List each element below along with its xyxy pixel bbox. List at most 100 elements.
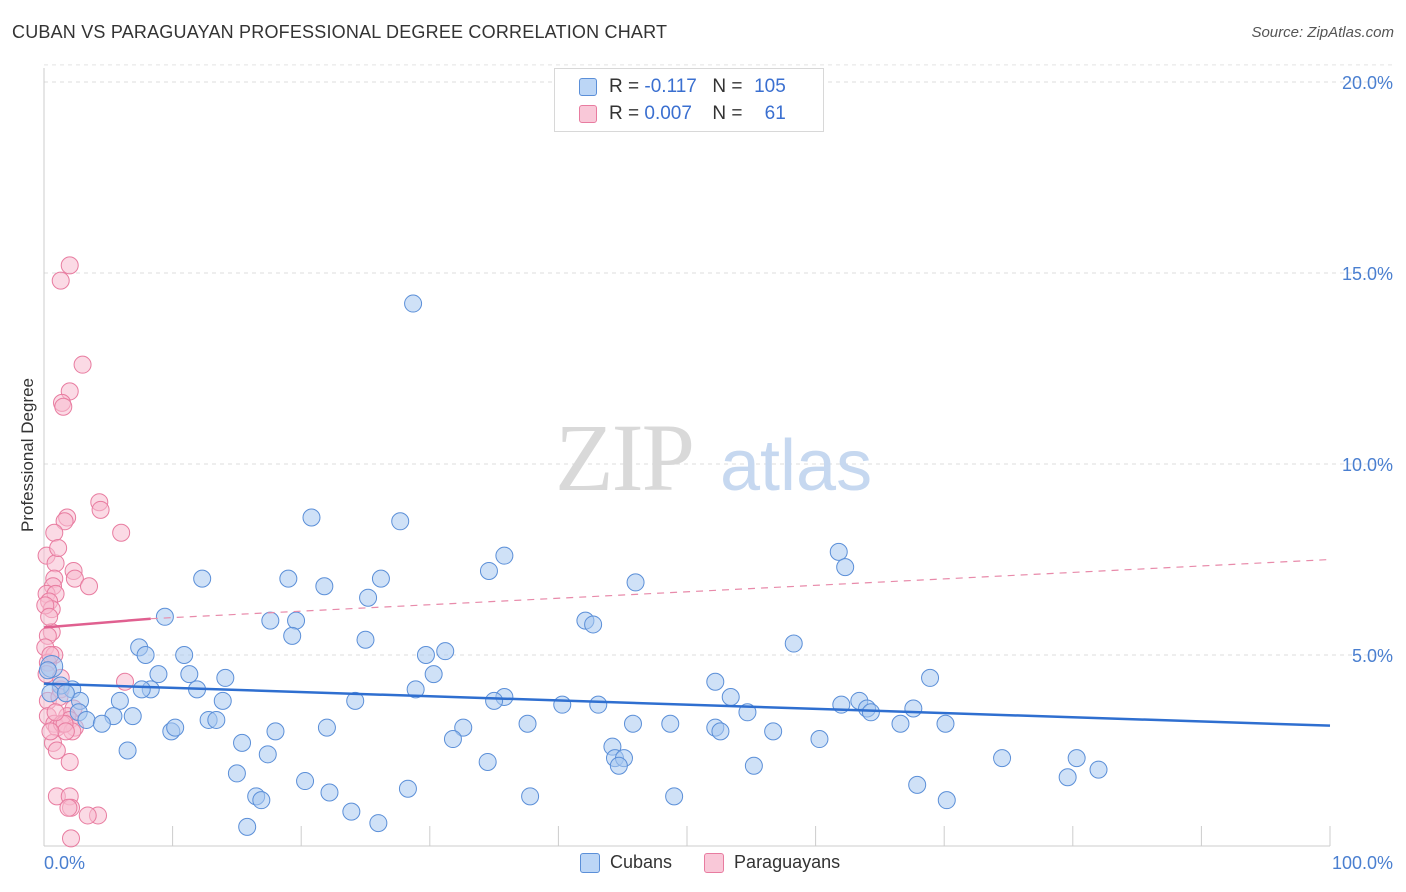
cuban-point <box>406 680 425 699</box>
x-tick-label-min: 0.0% <box>44 853 85 873</box>
cuban-point <box>744 756 763 775</box>
cuban-point <box>993 749 1012 768</box>
cuban-point <box>904 699 923 718</box>
paraguayan-point <box>80 577 99 596</box>
cuban-point <box>41 684 60 703</box>
cuban-point <box>937 791 956 810</box>
cuban-point <box>391 512 410 531</box>
axes <box>43 68 1331 847</box>
cuban-point <box>261 611 280 630</box>
cuban-point <box>721 688 740 707</box>
cuban-point <box>296 772 315 791</box>
paraguayan-point <box>112 523 131 542</box>
cuban-point <box>287 611 306 630</box>
cuban-point <box>110 691 129 710</box>
cuban-point <box>398 779 417 798</box>
paraguayans-trend-line-solid <box>43 617 151 629</box>
cubans-legend-label: Cubans <box>610 852 673 872</box>
cuban-point <box>193 569 212 588</box>
cuban-point <box>315 577 334 596</box>
watermark: ZIP atlas <box>555 404 872 511</box>
y-tick-label: 5.0% <box>1352 646 1393 666</box>
cuban-point <box>369 814 388 833</box>
cuban-point <box>443 730 462 749</box>
cuban-point <box>77 710 96 729</box>
cuban-point <box>1058 768 1077 787</box>
cuban-point <box>626 573 645 592</box>
cubans-swatch <box>579 78 597 96</box>
paraguayan-point <box>46 703 65 722</box>
cuban-point <box>317 718 336 737</box>
r-label: R = <box>609 103 640 124</box>
cuban-point <box>424 665 443 684</box>
cuban-point <box>38 661 57 680</box>
paraguayan-point <box>91 500 110 519</box>
cuban-point <box>233 733 252 752</box>
chart-title: CUBAN VS PARAGUAYAN PROFESSIONAL DEGREE … <box>12 22 668 42</box>
cuban-point <box>584 615 603 634</box>
cuban-point <box>518 714 537 733</box>
cuban-point <box>454 718 473 737</box>
cuban-point <box>320 783 339 802</box>
paraguayan-point <box>73 355 92 374</box>
paraguayans-n-value: 61 <box>764 103 786 124</box>
cuban-point <box>279 569 298 588</box>
cuban-point <box>252 791 271 810</box>
cuban-point <box>623 714 642 733</box>
paraguayan-point <box>65 569 84 588</box>
paraguayan-point <box>62 829 81 848</box>
cuban-point <box>56 684 75 703</box>
tick-labels: 5.0% 10.0% 15.0% 20.0% 0.0% 100.0% <box>44 73 1393 873</box>
paraguayan-point <box>56 722 75 741</box>
watermark-zip: ZIP <box>555 404 693 511</box>
cuban-point <box>665 787 684 806</box>
cubans-r-value: -0.117 <box>644 76 697 97</box>
cuban-point <box>589 695 608 714</box>
cuban-point <box>213 691 232 710</box>
cuban-point <box>175 646 194 664</box>
cuban-point <box>495 546 514 565</box>
cuban-point <box>711 722 730 741</box>
paraguayan-point <box>55 512 74 531</box>
n-label: N = <box>712 103 743 124</box>
cubans-n-value: 105 <box>754 76 786 97</box>
y-tick-label: 10.0% <box>1342 455 1393 475</box>
x-tick-label-max: 100.0% <box>1332 853 1393 873</box>
y-tick-label: 20.0% <box>1342 73 1393 93</box>
cuban-point <box>404 294 423 313</box>
cuban-points <box>38 294 1108 836</box>
paraguayans-swatch <box>579 105 597 123</box>
cuban-point <box>479 561 498 580</box>
cuban-point <box>359 588 378 607</box>
correlation-legend: R = -0.117 N = 105 R = 0.007 N = 61 <box>554 68 824 132</box>
series-legend: Cubans Paraguayans <box>580 852 872 873</box>
paraguayan-point <box>78 806 97 825</box>
legend-row-paraguayans: R = 0.007 N = 61 <box>579 102 786 126</box>
cuban-point <box>216 668 235 687</box>
cuban-point <box>266 722 285 741</box>
legend-item-paraguayans[interactable]: Paraguayans <box>704 852 840 873</box>
watermark-atlas: atlas <box>720 426 872 506</box>
r-label: R = <box>609 76 640 97</box>
paraguayan-point <box>47 741 66 760</box>
paraguayan-point <box>51 271 70 290</box>
cuban-point <box>92 714 111 733</box>
cubans-legend-swatch <box>580 852 600 873</box>
cuban-point <box>553 695 572 714</box>
cuban-point <box>258 745 277 764</box>
cuban-point <box>609 756 628 775</box>
paraguayans-legend-swatch <box>704 852 725 873</box>
cuban-point <box>521 787 540 806</box>
paraguayan-points <box>36 256 135 848</box>
paraguayan-point <box>45 523 64 542</box>
cuban-point <box>136 646 155 664</box>
cuban-point <box>764 722 783 741</box>
cuban-point <box>436 642 455 661</box>
legend-item-cubans[interactable]: Cubans <box>580 852 672 873</box>
cuban-point <box>784 634 803 653</box>
cuban-point <box>180 665 199 684</box>
cuban-point <box>891 714 910 733</box>
paraguayan-point <box>49 539 68 558</box>
cuban-point <box>810 730 829 749</box>
cuban-point <box>371 569 390 588</box>
